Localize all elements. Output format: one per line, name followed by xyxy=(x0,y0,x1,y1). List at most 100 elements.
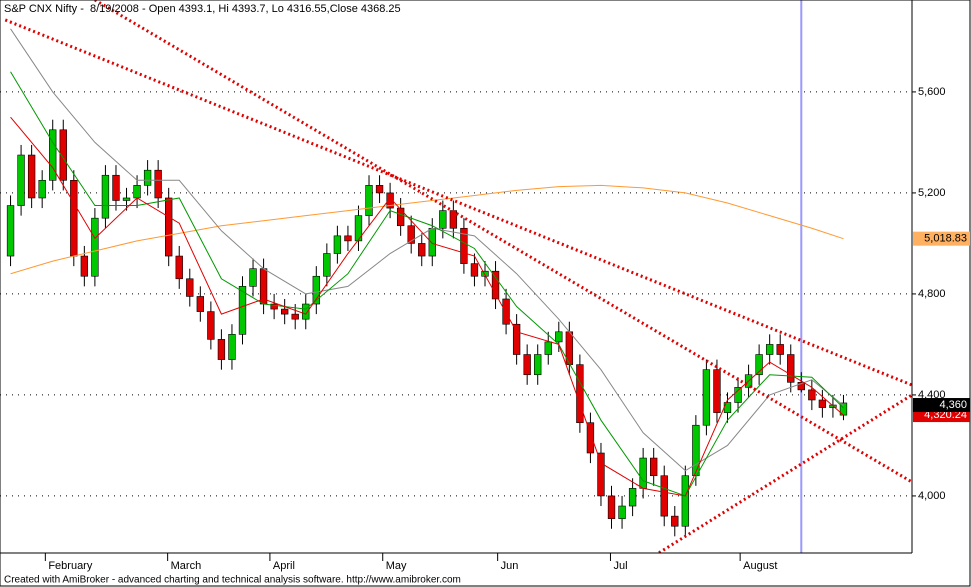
candle-body xyxy=(723,402,732,413)
candle-body xyxy=(702,369,711,426)
candle-body xyxy=(122,197,131,201)
candle-body xyxy=(787,354,795,383)
candle-body xyxy=(449,210,458,229)
candle-body xyxy=(175,255,183,280)
candle-body xyxy=(418,243,426,257)
price-tag-label: 5,018.83 xyxy=(924,233,967,245)
plot-area xyxy=(0,0,912,553)
trendline xyxy=(94,0,912,484)
candle-body xyxy=(428,227,436,257)
candle-body xyxy=(91,217,99,277)
y-tick-label: 5,200 xyxy=(918,187,946,199)
candle-body xyxy=(333,235,342,254)
trendline xyxy=(655,393,912,553)
candle-body xyxy=(839,402,848,416)
candle-body xyxy=(534,354,542,376)
price-tag xyxy=(913,231,970,246)
candle-body xyxy=(249,268,257,287)
candle-body xyxy=(502,298,510,325)
candle-body xyxy=(491,270,500,300)
candle-body xyxy=(481,270,489,277)
candle-body xyxy=(407,225,415,244)
candle-body xyxy=(776,344,784,355)
footer: Created with AmiBroker - advanced charti… xyxy=(4,575,461,586)
candle-body xyxy=(70,179,78,257)
x-tick-label: May xyxy=(386,560,407,572)
candle-body xyxy=(586,422,595,454)
price-tag-label: 4,360 xyxy=(939,399,967,411)
candle-body xyxy=(207,311,215,340)
y-tick-label: 4,400 xyxy=(918,389,946,401)
candle-body xyxy=(17,154,25,206)
candle-body xyxy=(713,369,721,413)
candle-body xyxy=(523,354,531,376)
moving-average xyxy=(10,28,844,472)
candle-body xyxy=(555,331,563,343)
candle-body xyxy=(671,515,679,527)
candle-body xyxy=(27,154,36,199)
candle-body xyxy=(375,185,384,194)
candle-body xyxy=(291,313,299,320)
moving-average xyxy=(10,116,844,497)
candle-body xyxy=(186,278,194,297)
candle-body xyxy=(59,129,67,181)
candle-body xyxy=(797,382,805,391)
x-tick-label: April xyxy=(273,560,295,572)
candle-body xyxy=(808,389,816,401)
candle-body xyxy=(618,505,626,519)
candle-body xyxy=(133,185,141,199)
candle-body xyxy=(196,296,204,312)
candle-body xyxy=(386,192,394,209)
chart-title: S&P CNX Nifty - 8/19/2008 - Open 4393.1,… xyxy=(4,3,401,15)
candle-body xyxy=(396,207,405,227)
moving-average xyxy=(10,184,844,275)
candle-body xyxy=(312,275,320,305)
price-tag xyxy=(913,398,970,413)
candle-body xyxy=(755,354,763,376)
candle-body xyxy=(323,253,331,277)
candle-body xyxy=(217,339,226,360)
x-tick-label: August xyxy=(743,560,777,572)
candle-body xyxy=(765,344,774,355)
candle-body xyxy=(544,341,552,355)
y-tick-label: 5,600 xyxy=(918,86,946,98)
candle-body xyxy=(302,303,310,320)
y-tick-label: 4,000 xyxy=(918,490,946,502)
x-tick-label: February xyxy=(48,560,93,572)
candle-body xyxy=(639,457,647,489)
candle-body xyxy=(734,387,742,403)
candle-body xyxy=(270,303,278,310)
candle-body xyxy=(49,129,57,181)
candle-body xyxy=(101,174,110,219)
candle-body xyxy=(112,174,120,201)
x-tick-label: March xyxy=(171,560,202,572)
candle-body xyxy=(512,323,521,355)
x-tick-label: Jul xyxy=(613,560,627,572)
candle-body xyxy=(38,179,46,199)
candle-body xyxy=(460,227,468,264)
candle-body xyxy=(681,475,689,527)
candle-body xyxy=(143,169,152,186)
candle-body xyxy=(238,286,247,335)
candle-body xyxy=(154,169,162,199)
candle-body xyxy=(576,364,584,424)
moving-average xyxy=(10,71,844,497)
candle-body xyxy=(650,457,658,477)
candle-body xyxy=(280,308,289,315)
candle-body xyxy=(228,334,236,360)
candle-body xyxy=(818,399,827,408)
candle-body xyxy=(165,197,173,257)
candle-body xyxy=(597,452,605,497)
candle-body xyxy=(344,235,352,242)
candle-body xyxy=(628,488,637,507)
candle-body xyxy=(470,263,479,277)
candle-body xyxy=(80,255,89,277)
x-tick-label: Jun xyxy=(501,560,519,572)
candle-body xyxy=(660,475,668,517)
y-tick-label: 4,800 xyxy=(918,288,946,300)
candle-body xyxy=(365,185,373,216)
candle-body xyxy=(354,215,363,242)
candle-body xyxy=(692,424,700,477)
